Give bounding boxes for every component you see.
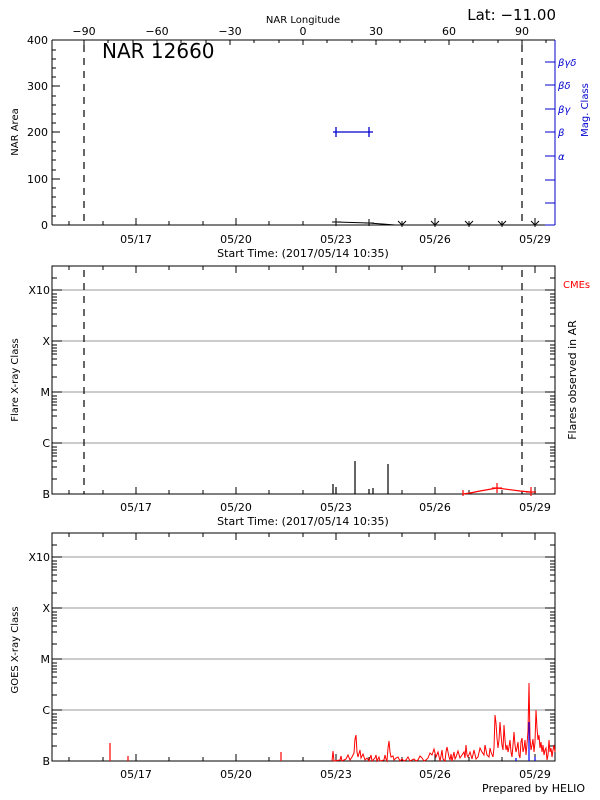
svg-text:60: 60 — [442, 25, 456, 38]
date-tick-labels-panel2: 05/17 05/20 05/23 05/26 05/29 — [120, 501, 551, 514]
svg-text:0: 0 — [41, 219, 48, 232]
top-axis-title: NAR Longitude — [266, 15, 340, 26]
y2-axis-label-flares-observed: Flares observed in AR — [566, 320, 579, 440]
svg-text:βγ: βγ — [557, 105, 571, 116]
goes-secondary-trace — [515, 722, 536, 761]
svg-text:300: 300 — [27, 80, 48, 93]
svg-text:05/26: 05/26 — [419, 233, 451, 246]
svg-text:X10: X10 — [28, 284, 50, 297]
nar-area-series — [332, 218, 540, 227]
legend-cmes: CMEs — [563, 280, 590, 291]
svg-text:05/29: 05/29 — [519, 501, 551, 514]
svg-text:X: X — [42, 602, 50, 615]
svg-text:−30: −30 — [218, 25, 241, 38]
svg-text:M: M — [41, 653, 51, 666]
flare-bars — [332, 461, 389, 494]
mag-class-series — [333, 127, 373, 137]
y-axis-label-nar-area: NAR Area — [10, 108, 21, 155]
svg-text:05/26: 05/26 — [419, 501, 451, 514]
svg-text:α: α — [558, 152, 565, 163]
latitude-label: Lat: −11.00 — [467, 6, 556, 24]
goes-class-tick-labels: B C M X X10 — [28, 551, 50, 768]
svg-text:C: C — [42, 704, 50, 717]
svg-text:−90: −90 — [72, 25, 95, 38]
svg-text:05/23: 05/23 — [320, 501, 352, 514]
svg-text:X: X — [42, 335, 50, 348]
footer-credit: Prepared by HELIO — [482, 782, 585, 795]
svg-text:B: B — [42, 755, 50, 768]
date-tick-labels-panel3: 05/17 05/20 05/23 05/26 05/29 — [120, 768, 551, 781]
date-tick-labels-panel1: 05/17 05/20 05/23 05/26 05/29 — [120, 233, 551, 246]
svg-text:05/29: 05/29 — [519, 768, 551, 781]
goes-xray-trace — [331, 682, 556, 763]
goes-class-gridlines — [60, 556, 546, 711]
svg-text:C: C — [42, 437, 50, 450]
svg-text:05/23: 05/23 — [320, 768, 352, 781]
svg-text:05/17: 05/17 — [120, 768, 152, 781]
longitude-tick-labels: −90 −60 −30 0 30 60 90 — [72, 25, 529, 38]
svg-text:B: B — [42, 488, 50, 501]
y-axis-label-flare-class: Flare X-ray Class — [10, 338, 21, 422]
svg-text:30: 30 — [369, 25, 383, 38]
y2-axis-label-mag-class: Mag. Class — [580, 83, 591, 137]
goes-early-spikes — [109, 743, 282, 761]
svg-text:0: 0 — [300, 25, 307, 38]
svg-text:βδ: βδ — [557, 81, 571, 92]
svg-text:05/29: 05/29 — [519, 233, 551, 246]
svg-text:100: 100 — [27, 173, 48, 186]
cme-series — [462, 483, 536, 496]
region-title: NAR 12660 — [102, 39, 215, 63]
svg-text:05/17: 05/17 — [120, 233, 152, 246]
svg-text:X10: X10 — [28, 551, 50, 564]
svg-text:05/20: 05/20 — [220, 233, 252, 246]
y-axis-label-goes: GOES X-ray Class — [10, 606, 21, 693]
panel-flares: B C M X X10 Flare X-ray Class Flares obs… — [10, 265, 590, 528]
svg-text:βγδ: βγδ — [557, 58, 576, 69]
svg-text:200: 200 — [27, 126, 48, 139]
svg-text:90: 90 — [515, 25, 529, 38]
nar-area-tick-labels: 0 100 200 300 400 — [27, 34, 48, 232]
svg-text:05/20: 05/20 — [220, 768, 252, 781]
svg-text:05/26: 05/26 — [419, 768, 451, 781]
svg-text:M: M — [41, 386, 51, 399]
svg-text:05/20: 05/20 — [220, 501, 252, 514]
x-axis-label-panel2: Start Time: (2017/05/14 10:35) — [217, 515, 389, 528]
flare-class-tick-labels: B C M X X10 — [28, 284, 50, 501]
svg-text:05/23: 05/23 — [320, 233, 352, 246]
svg-text:400: 400 — [27, 34, 48, 47]
svg-text:−60: −60 — [145, 25, 168, 38]
mag-class-tick-labels: α β βγ βδ βγδ — [557, 58, 576, 163]
panel-goes: B C M X X10 GOES X-ray Class — [10, 532, 585, 795]
panel-nar-area: Lat: −11.00 NAR Longitude −90 −60 −30 0 … — [10, 6, 591, 260]
svg-text:β: β — [557, 128, 565, 139]
svg-text:05/17: 05/17 — [120, 501, 152, 514]
flare-class-gridlines — [60, 289, 546, 444]
x-axis-label-panel1: Start Time: (2017/05/14 10:35) — [217, 247, 389, 260]
